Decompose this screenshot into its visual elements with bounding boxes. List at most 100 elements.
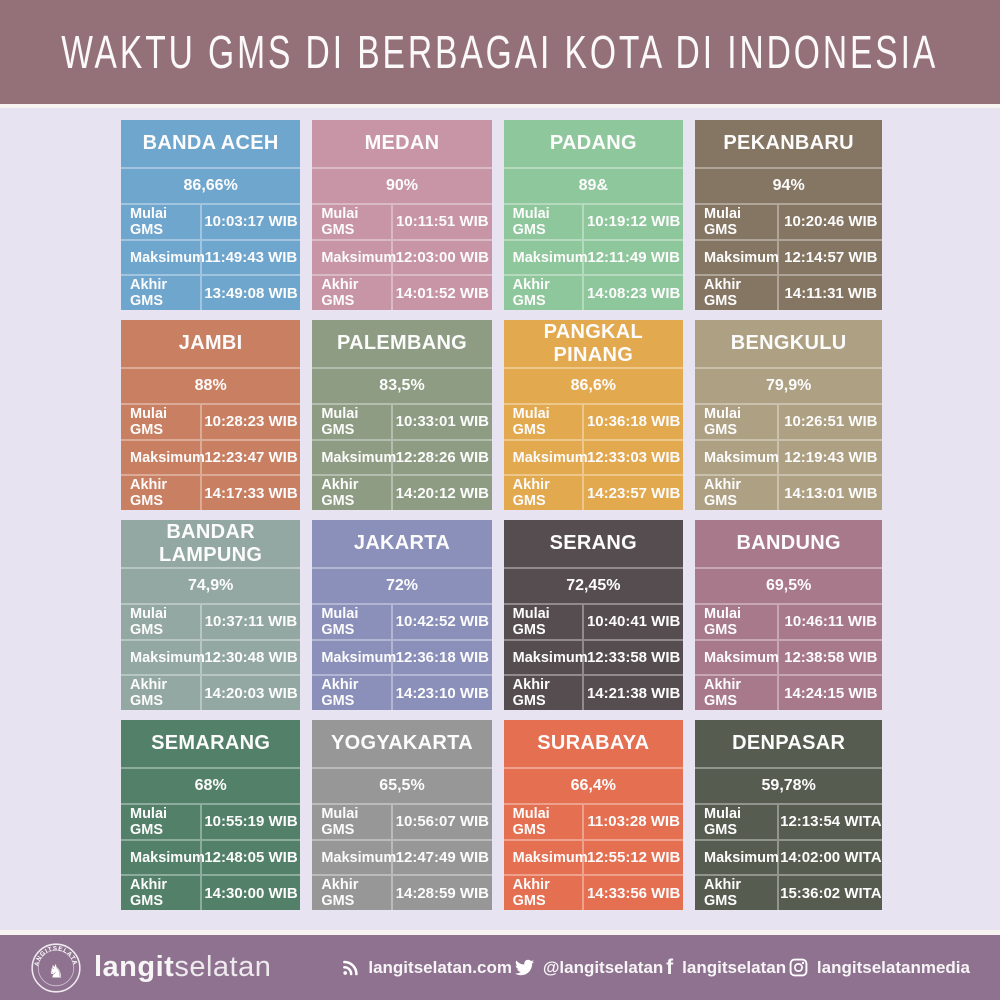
city-percent: 88% xyxy=(121,367,301,403)
mulai-value: 10:19:12 WIB xyxy=(586,213,681,231)
city-percent: 89& xyxy=(503,167,683,203)
city-percent: 86,66% xyxy=(121,167,301,203)
maksimum-label: Maksimum xyxy=(121,640,205,675)
akhir-value: 14:11:31 WIB xyxy=(784,284,878,302)
maksimum-row: Maksimum 12:14:57 WIB xyxy=(694,238,883,275)
page-title: WAKTU GMS DI BERBAGAI KOTA DI INDONESIA xyxy=(61,26,939,78)
maksimum-label: Maksimum xyxy=(121,240,205,275)
city-card: SURABAYA 66,4% Mulai GMS 11:03:28 WIB Ma… xyxy=(503,720,683,911)
city-percent: 72% xyxy=(312,567,492,603)
akhir-label: Akhir GMS xyxy=(121,476,202,511)
akhir-value: 14:28:59 WIB xyxy=(395,884,490,902)
maksimum-row: Maksimum 12:30:48 WIB xyxy=(121,638,301,675)
mulai-row: Mulai GMS 11:03:28 WIB xyxy=(503,803,683,839)
city-percent: 94% xyxy=(694,167,883,203)
maksimum-label: Maksimum xyxy=(312,640,396,675)
city-card: PANGKAL PINANG 86,6% Mulai GMS 10:36:18 … xyxy=(503,320,683,511)
akhir-label: Akhir GMS xyxy=(121,876,202,911)
city-name: SURABAYA xyxy=(537,732,650,754)
instagram-link[interactable]: langitselatanmedia xyxy=(789,958,970,978)
akhir-value: 14:08:23 WIB xyxy=(586,284,681,302)
twitter-label: @langitselatan xyxy=(542,957,664,977)
maksimum-value: 12:33:03 WIB xyxy=(586,449,681,466)
maksimum-row: Maksimum 12:33:58 WIB xyxy=(503,638,683,675)
mulai-label: Mulai GMS xyxy=(312,605,394,639)
maksimum-row: Maksimum 12:03:00 WIB xyxy=(312,238,492,275)
maksimum-label: Maksimum xyxy=(504,440,588,475)
maksimum-row: Maksimum 12:38:58 WIB xyxy=(694,638,883,675)
mulai-value: 12:13:54 WITA xyxy=(780,813,882,831)
akhir-label: Akhir GMS xyxy=(695,476,780,511)
akhir-row: Akhir GMS 14:20:12 WIB xyxy=(312,474,492,511)
mulai-value: 11:03:28 WIB xyxy=(587,813,680,831)
mulai-label: Mulai GMS xyxy=(312,205,394,239)
city-name: PEKANBARU xyxy=(723,132,854,154)
akhir-row: Akhir GMS 14:08:23 WIB xyxy=(503,274,683,311)
akhir-value: 14:17:33 WIB xyxy=(204,484,298,502)
city-name: JAKARTA xyxy=(353,532,451,554)
akhir-row: Akhir GMS 13:49:08 WIB xyxy=(121,274,301,311)
akhir-row: Akhir GMS 14:33:56 WIB xyxy=(503,874,683,911)
mulai-value: 10:46:11 WIB xyxy=(784,613,878,631)
city-name: MEDAN xyxy=(364,132,440,154)
twitter-link[interactable]: @langitselatan xyxy=(514,957,664,978)
akhir-label: Akhir GMS xyxy=(504,476,585,511)
facebook-label: langitselatan xyxy=(682,957,787,977)
mulai-row: Mulai GMS 10:42:52 WIB xyxy=(312,603,492,639)
mulai-row: Mulai GMS 10:55:19 WIB xyxy=(121,803,301,839)
city-name: BANDUNG xyxy=(736,532,841,554)
city-name: YOGYAKARTA xyxy=(331,732,473,754)
mulai-label: Mulai GMS xyxy=(695,605,780,639)
city-name: SEMARANG xyxy=(151,732,271,754)
mulai-label: Mulai GMS xyxy=(504,405,585,439)
facebook-link[interactable]: f langitselatan xyxy=(666,957,786,978)
city-name: BANDA ACEH xyxy=(142,132,279,154)
city-name: BANDAR LAMPUNG xyxy=(159,520,263,566)
akhir-row: Akhir GMS 14:24:15 WIB xyxy=(694,674,883,711)
mulai-value: 10:20:46 WIB xyxy=(784,213,878,231)
mulai-row: Mulai GMS 10:40:41 WIB xyxy=(503,603,683,639)
mulai-row: Mulai GMS 10:20:46 WIB xyxy=(694,203,883,239)
akhir-label: Akhir GMS xyxy=(312,476,394,511)
city-card: YOGYAKARTA 65,5% Mulai GMS 10:56:07 WIB … xyxy=(312,720,492,911)
akhir-value: 14:30:00 WIB xyxy=(204,884,298,902)
facebook-f-icon: f xyxy=(666,956,674,979)
mulai-row: Mulai GMS 10:19:12 WIB xyxy=(503,203,683,239)
maksimum-label: Maksimum xyxy=(312,840,396,875)
maksimum-label: Maksimum xyxy=(312,240,396,275)
city-percent: 86,6% xyxy=(503,367,683,403)
akhir-label: Akhir GMS xyxy=(121,676,202,711)
akhir-value: 14:23:57 WIB xyxy=(586,484,681,502)
akhir-row: Akhir GMS 14:17:33 WIB xyxy=(121,474,301,511)
mulai-row: Mulai GMS 10:56:07 WIB xyxy=(312,803,492,839)
city-card: MEDAN 90% Mulai GMS 10:11:51 WIB Maksimu… xyxy=(312,120,492,311)
maksimum-row: Maksimum 11:49:43 WIB xyxy=(121,238,301,275)
city-card: DENPASAR 59,78% Mulai GMS 12:13:54 WITA … xyxy=(694,720,883,911)
akhir-row: Akhir GMS 14:13:01 WIB xyxy=(694,474,883,511)
mulai-row: Mulai GMS 10:03:17 WIB xyxy=(121,203,301,239)
maksimum-row: Maksimum 12:23:47 WIB xyxy=(121,438,301,475)
mulai-value: 10:40:41 WIB xyxy=(586,613,681,631)
city-percent: 83,5% xyxy=(312,367,492,403)
city-card: BANDUNG 69,5% Mulai GMS 10:46:11 WIB Mak… xyxy=(694,520,883,711)
maksimum-label: Maksimum xyxy=(695,440,780,475)
website-link[interactable]: langitselatan.com xyxy=(341,958,512,978)
langitselatan-stamp-logo: LANGITSELATAN ♞ · · · xyxy=(30,942,81,993)
header: WAKTU GMS DI BERBAGAI KOTA DI INDONESIA xyxy=(0,0,1000,108)
akhir-row: Akhir GMS 14:20:03 WIB xyxy=(121,674,301,711)
maksimum-value: 12:36:18 WIB xyxy=(395,649,490,666)
akhir-row: Akhir GMS 14:30:00 WIB xyxy=(121,874,301,911)
akhir-value: 14:13:01 WIB xyxy=(784,484,878,502)
centaur-archer-glyph: ♞ xyxy=(48,961,64,981)
mulai-value: 10:56:07 WIB xyxy=(395,813,490,831)
mulai-value: 10:33:01 WIB xyxy=(395,413,490,431)
city-percent: 90% xyxy=(312,167,492,203)
akhir-label: Akhir GMS xyxy=(121,276,202,311)
mulai-row: Mulai GMS 10:46:11 WIB xyxy=(694,603,883,639)
mulai-row: Mulai GMS 10:26:51 WIB xyxy=(694,403,883,439)
akhir-label: Akhir GMS xyxy=(695,676,780,711)
maksimum-row: Maksimum 12:36:18 WIB xyxy=(312,638,492,675)
mulai-row: Mulai GMS 10:37:11 WIB xyxy=(121,603,301,639)
mulai-value: 10:03:17 WIB xyxy=(204,213,298,231)
maksimum-value: 14:02:00 WITA xyxy=(780,849,882,866)
